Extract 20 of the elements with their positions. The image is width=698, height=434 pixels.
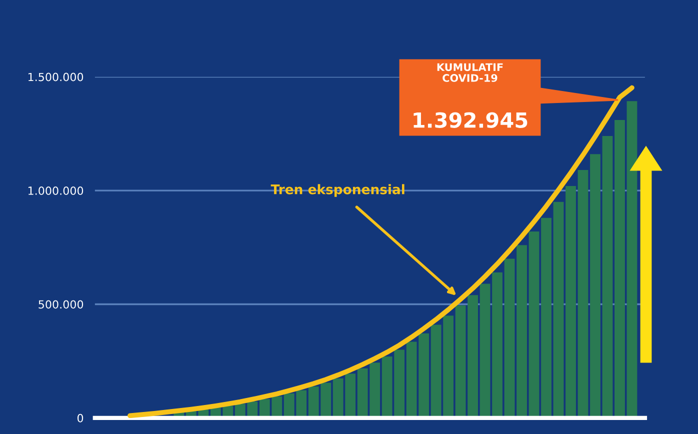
annotation: KUMULATIF COVID-19 [437,63,503,82]
bar [602,136,613,418]
bar [504,258,515,418]
bar [614,120,625,418]
bar [541,218,552,418]
y-tick-label: 1.500.000 [28,72,84,82]
bar [516,245,527,418]
y-tick-label: 1.000.000 [28,186,84,195]
bar [492,272,502,418]
bar [553,202,564,418]
bar [528,231,540,418]
bar [590,154,600,418]
bar [480,284,490,418]
line-series [128,85,634,418]
bar [578,170,588,418]
bar [566,186,576,418]
y-tick-label: 0 [77,414,84,422]
y-tick-label: 500.000 [38,300,84,309]
text: Tren eksponensial [270,184,404,197]
annotation: 1.392.945 [414,112,528,128]
